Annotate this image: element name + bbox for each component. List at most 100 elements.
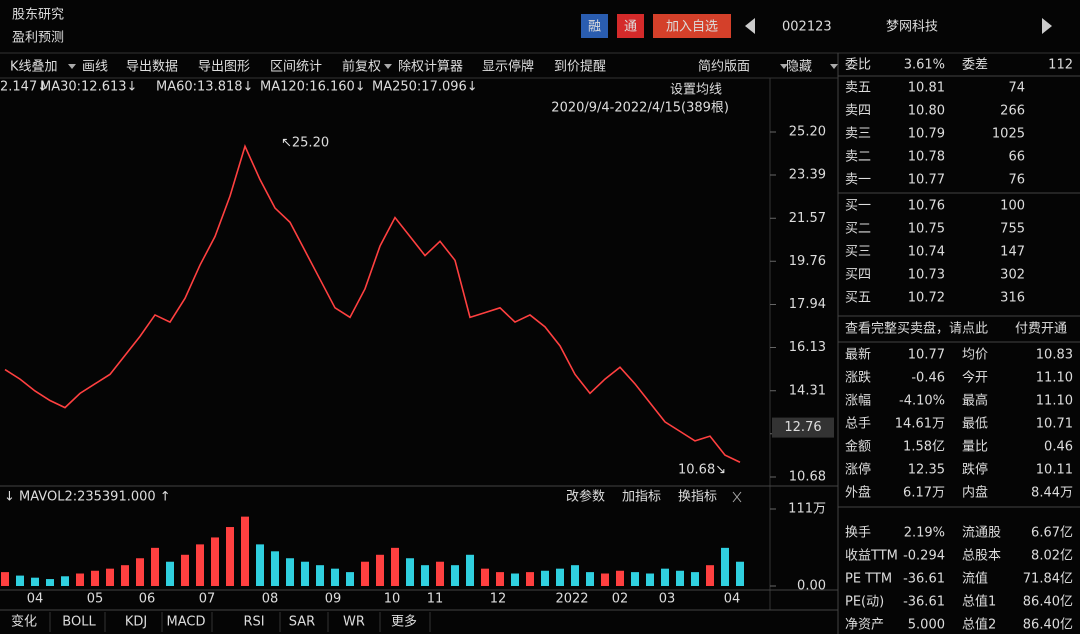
badge-label[interactable]: 加入自选: [666, 20, 718, 35]
tab[interactable]: 更多: [391, 614, 417, 630]
x-tick-label: 07: [199, 592, 216, 607]
volume-bar: [541, 570, 549, 586]
toolbar-item[interactable]: 简约版面: [698, 59, 750, 75]
stat-label: 涨幅: [845, 394, 871, 409]
tab[interactable]: KDJ: [125, 615, 147, 630]
volume-bar: [466, 554, 474, 586]
volume-bar: [61, 576, 69, 586]
stat-label: 总股本: [962, 549, 1001, 564]
tab[interactable]: SAR: [289, 615, 315, 630]
stat-label: 总手: [845, 417, 871, 432]
volume-button[interactable]: 改参数: [566, 489, 605, 505]
volume-bar: [121, 565, 129, 586]
stock-name: 梦网科技: [886, 20, 938, 35]
tab[interactable]: BOLL: [62, 615, 96, 630]
book-price: 10.73: [908, 268, 945, 283]
book-label: 卖四: [845, 104, 871, 119]
volume-bar: [31, 577, 39, 586]
stock-code: 002123: [782, 20, 832, 35]
volume-bar: [571, 565, 579, 586]
book-price: 10.76: [908, 199, 945, 214]
toolbar-item[interactable]: K线叠加: [10, 60, 58, 75]
x-tick-label: 05: [87, 592, 104, 607]
stat-value: 71.84亿: [1023, 572, 1073, 587]
toolbar-item[interactable]: 区间统计: [270, 60, 322, 75]
stat-label: 净资产: [845, 618, 884, 633]
volume-bar: [556, 568, 564, 586]
stat-label: 流通股: [962, 526, 1001, 541]
book-label: 买五: [845, 291, 871, 306]
volume-bar: [496, 572, 504, 586]
tab[interactable]: WR: [343, 615, 365, 630]
book-label: 买一: [845, 199, 871, 214]
book-volume: 66: [1008, 150, 1025, 165]
x-tick-label: 11: [427, 592, 444, 607]
x-tick-label: 03: [659, 592, 676, 607]
book-volume: 266: [1000, 104, 1025, 119]
volume-button[interactable]: 加指标: [622, 490, 661, 505]
stat-value: 0.46: [1044, 440, 1073, 455]
volume-bar: [211, 537, 219, 586]
toolbar-item[interactable]: 到价提醒: [554, 59, 606, 75]
banner-link[interactable]: 付费开通: [1015, 322, 1067, 337]
book-price: 10.78: [908, 150, 945, 165]
y-tick-label: 14.31: [789, 383, 826, 398]
x-tick-label: 08: [262, 592, 279, 607]
stat-label: PE TTM: [845, 572, 892, 587]
next-arrow[interactable]: [1042, 18, 1052, 34]
ma-legend: 2.147↓: [0, 80, 48, 95]
book-price: 10.77: [908, 173, 945, 188]
stat-value: 10.83: [1036, 348, 1073, 363]
close-icon[interactable]: [732, 491, 742, 503]
toolbar-item[interactable]: 导出图形: [198, 60, 250, 75]
toolbar-item[interactable]: 导出数据: [126, 60, 178, 75]
book-volume: 316: [1000, 291, 1025, 306]
toolbar-item[interactable]: 前复权: [342, 59, 381, 75]
volume-bar: [646, 573, 654, 586]
volume-button[interactable]: 换指标: [678, 490, 717, 505]
label: 委差: [962, 58, 988, 73]
volume-bar: [91, 570, 99, 586]
book-label: 卖三: [845, 127, 871, 142]
badge[interactable]: [653, 14, 731, 38]
stat-label: 外盘: [845, 485, 871, 501]
ma-legend: MA250:17.096↓: [372, 80, 478, 95]
x-tick-label: 04: [27, 592, 44, 607]
x-tick-label: 10: [384, 592, 401, 607]
tab[interactable]: 变化: [11, 614, 37, 630]
header-link[interactable]: 盈利预测: [12, 31, 64, 46]
header-link[interactable]: 股东研究: [12, 8, 64, 23]
book-price: 10.72: [908, 291, 945, 306]
tab[interactable]: MACD: [167, 615, 206, 630]
ma-setting[interactable]: 设置均线: [670, 83, 722, 98]
toolbar-item[interactable]: 显示停牌: [482, 59, 534, 75]
badge[interactable]: [581, 14, 608, 38]
toolbar-item[interactable]: 隐藏: [786, 60, 812, 75]
y-tick-label: 10.68: [789, 470, 826, 485]
stat-label: 涨跌: [845, 370, 871, 386]
ma-legend: MA120:16.160↓: [260, 80, 366, 95]
current-price-box: [772, 417, 834, 438]
x-tick-label: 12: [490, 592, 507, 607]
toolbar-item[interactable]: 画线: [82, 60, 108, 75]
stat-value: 86.40亿: [1023, 595, 1073, 610]
stat-label: 流值: [962, 571, 988, 587]
stat-value: -4.10%: [899, 394, 945, 409]
tab[interactable]: RSI: [243, 615, 264, 630]
stat-value: 8.44万: [1031, 486, 1073, 501]
y-tick-label: 23.39: [789, 168, 826, 183]
badge-label[interactable]: 通: [624, 20, 637, 35]
toolbar-item[interactable]: 除权计算器: [398, 59, 463, 75]
low-annotation: 10.68↘: [678, 463, 726, 478]
stat-value: 10.77: [908, 348, 945, 363]
badge-label[interactable]: 融: [588, 20, 601, 35]
prev-arrow[interactable]: [745, 18, 755, 34]
book-price: 10.81: [908, 81, 945, 96]
volume-bar: [676, 570, 684, 586]
stat-value: -36.61: [903, 572, 945, 587]
stat-label: 今开: [962, 370, 988, 386]
x-tick-label: 04: [724, 592, 741, 607]
volume-bar: [181, 554, 189, 586]
book-volume: 302: [1000, 268, 1025, 283]
badge[interactable]: [617, 14, 644, 38]
